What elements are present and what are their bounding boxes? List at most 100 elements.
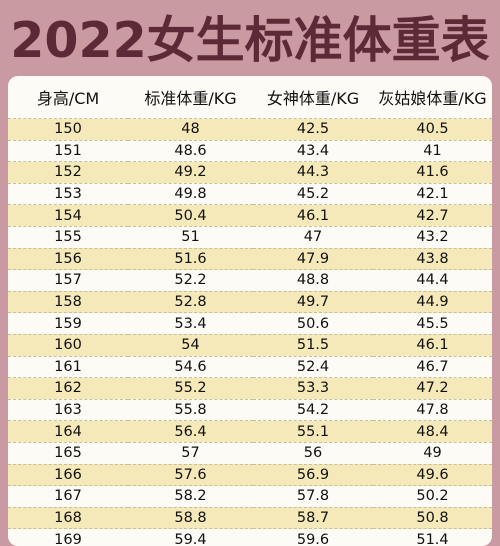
cell-standard-weight: 49.2 bbox=[128, 162, 253, 184]
cell-standard-weight: 49.8 bbox=[128, 183, 253, 205]
cell-height: 157 bbox=[8, 270, 128, 292]
cell-cinderella-weight: 50.8 bbox=[373, 507, 492, 529]
cell-goddess-weight: 54.2 bbox=[253, 399, 373, 421]
cell-height: 159 bbox=[8, 313, 128, 335]
cell-standard-weight: 52.8 bbox=[128, 291, 253, 313]
header-cinderella-weight: 灰姑娘体重/KG bbox=[373, 76, 492, 119]
cell-standard-weight: 56.4 bbox=[128, 421, 253, 443]
cell-cinderella-weight: 50.2 bbox=[373, 486, 492, 508]
table-header: 身高/CM 标准体重/KG 女神体重/KG 灰姑娘体重/KG bbox=[8, 76, 492, 119]
cell-height: 150 bbox=[8, 119, 128, 141]
cell-cinderella-weight: 43.2 bbox=[373, 226, 492, 248]
cell-standard-weight: 55.2 bbox=[128, 378, 253, 400]
header-height: 身高/CM bbox=[8, 76, 128, 119]
cell-goddess-weight: 44.3 bbox=[253, 162, 373, 184]
cell-standard-weight: 58.2 bbox=[128, 486, 253, 508]
cell-goddess-weight: 56 bbox=[253, 442, 373, 464]
cell-height: 154 bbox=[8, 205, 128, 227]
cell-cinderella-weight: 48.4 bbox=[373, 421, 492, 443]
cell-goddess-weight: 49.7 bbox=[253, 291, 373, 313]
header-goddess-weight: 女神体重/KG bbox=[253, 76, 373, 119]
cell-standard-weight: 57.6 bbox=[128, 464, 253, 486]
cell-goddess-weight: 52.4 bbox=[253, 356, 373, 378]
cell-standard-weight: 52.2 bbox=[128, 270, 253, 292]
cell-cinderella-weight: 46.7 bbox=[373, 356, 492, 378]
cell-cinderella-weight: 44.4 bbox=[373, 270, 492, 292]
cell-cinderella-weight: 49 bbox=[373, 442, 492, 464]
cell-standard-weight: 54.6 bbox=[128, 356, 253, 378]
cell-goddess-weight: 58.7 bbox=[253, 507, 373, 529]
cell-standard-weight: 55.8 bbox=[128, 399, 253, 421]
cell-height: 152 bbox=[8, 162, 128, 184]
cell-height: 153 bbox=[8, 183, 128, 205]
cell-cinderella-weight: 44.9 bbox=[373, 291, 492, 313]
cell-goddess-weight: 46.1 bbox=[253, 205, 373, 227]
cell-cinderella-weight: 43.8 bbox=[373, 248, 492, 270]
cell-goddess-weight: 43.4 bbox=[253, 140, 373, 162]
cell-cinderella-weight: 49.6 bbox=[373, 464, 492, 486]
cell-height: 158 bbox=[8, 291, 128, 313]
cell-goddess-weight: 56.9 bbox=[253, 464, 373, 486]
cell-goddess-weight: 47 bbox=[253, 226, 373, 248]
cell-cinderella-weight: 42.7 bbox=[373, 205, 492, 227]
header-standard-weight: 标准体重/KG bbox=[128, 76, 253, 119]
cell-cinderella-weight: 47.8 bbox=[373, 399, 492, 421]
cell-height: 169 bbox=[8, 529, 128, 546]
cell-goddess-weight: 55.1 bbox=[253, 421, 373, 443]
cell-goddess-weight: 47.9 bbox=[253, 248, 373, 270]
cell-standard-weight: 54 bbox=[128, 334, 253, 356]
cell-standard-weight: 48 bbox=[128, 119, 253, 141]
cell-height: 168 bbox=[8, 507, 128, 529]
cell-cinderella-weight: 40.5 bbox=[373, 119, 492, 141]
cell-height: 164 bbox=[8, 421, 128, 443]
cell-standard-weight: 51 bbox=[128, 226, 253, 248]
cell-goddess-weight: 57.8 bbox=[253, 486, 373, 508]
cell-standard-weight: 58.8 bbox=[128, 507, 253, 529]
cell-height: 155 bbox=[8, 226, 128, 248]
cell-goddess-weight: 48.8 bbox=[253, 270, 373, 292]
page-title: 2022女生标准体重表 bbox=[0, 0, 500, 76]
cell-standard-weight: 53.4 bbox=[128, 313, 253, 335]
cell-standard-weight: 59.4 bbox=[128, 529, 253, 546]
cell-height: 151 bbox=[8, 140, 128, 162]
cell-standard-weight: 57 bbox=[128, 442, 253, 464]
cell-height: 156 bbox=[8, 248, 128, 270]
cell-goddess-weight: 50.6 bbox=[253, 313, 373, 335]
cell-height: 160 bbox=[8, 334, 128, 356]
cell-standard-weight: 48.6 bbox=[128, 140, 253, 162]
cell-height: 166 bbox=[8, 464, 128, 486]
cell-cinderella-weight: 45.5 bbox=[373, 313, 492, 335]
cell-height: 163 bbox=[8, 399, 128, 421]
cell-standard-weight: 50.4 bbox=[128, 205, 253, 227]
cell-goddess-weight: 53.3 bbox=[253, 378, 373, 400]
cell-cinderella-weight: 46.1 bbox=[373, 334, 492, 356]
cell-cinderella-weight: 41.6 bbox=[373, 162, 492, 184]
cell-goddess-weight: 51.5 bbox=[253, 334, 373, 356]
header-row: 身高/CM 标准体重/KG 女神体重/KG 灰姑娘体重/KG bbox=[8, 76, 492, 119]
cell-cinderella-weight: 42.1 bbox=[373, 183, 492, 205]
cell-standard-weight: 51.6 bbox=[128, 248, 253, 270]
cell-height: 165 bbox=[8, 442, 128, 464]
cell-cinderella-weight: 47.2 bbox=[373, 378, 492, 400]
cell-height: 161 bbox=[8, 356, 128, 378]
cell-goddess-weight: 45.2 bbox=[253, 183, 373, 205]
